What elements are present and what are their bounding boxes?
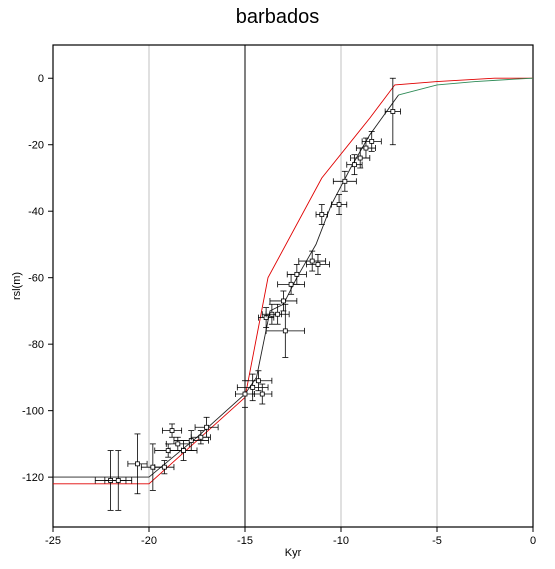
y-axis-label: rsl(m) (11, 272, 23, 300)
data-point (357, 155, 363, 161)
data-point (275, 311, 281, 317)
y-tick-label: -80 (28, 339, 44, 351)
y-tick-label: -100 (22, 406, 44, 418)
y-tick-label: 0 (38, 73, 44, 85)
data-point (309, 258, 315, 264)
data-point (319, 212, 325, 217)
data-point (135, 461, 140, 467)
x-tick-label: -20 (141, 535, 157, 547)
data-point (242, 391, 248, 397)
plot-frame (52, 44, 534, 528)
data-point (342, 178, 348, 184)
y-tick-label: -40 (28, 206, 44, 218)
chart-title: barbados (235, 6, 320, 28)
data-point (369, 138, 375, 144)
data-point (363, 145, 369, 151)
data-point (250, 384, 256, 390)
data-point (352, 162, 357, 168)
y-tick-label: -120 (22, 472, 44, 484)
data-point (115, 478, 121, 483)
data-point (390, 109, 396, 114)
x-axis-label: Kyr (285, 547, 302, 559)
data-point (204, 424, 210, 430)
data-point (181, 448, 186, 453)
data-point (280, 298, 286, 304)
data-point (282, 328, 288, 334)
series-line (53, 94, 399, 478)
x-tick-label: -5 (432, 535, 442, 547)
data-point (161, 464, 167, 470)
series-line (398, 77, 534, 96)
x-tick-label: 0 (530, 535, 536, 547)
data-point (165, 448, 171, 453)
data-point (256, 378, 261, 384)
data-point (288, 281, 294, 287)
data-point (294, 271, 300, 277)
x-tick-label: -25 (45, 535, 61, 547)
data-point (259, 391, 265, 397)
y-tick-label: -20 (28, 140, 44, 152)
y-tick-label: -60 (28, 273, 44, 285)
data-point (336, 202, 342, 207)
data-point (315, 261, 321, 267)
data-point (150, 464, 156, 470)
data-point (175, 441, 181, 447)
data-point (198, 434, 204, 440)
series-line (53, 77, 533, 485)
data-point (169, 428, 175, 434)
x-tick-label: -15 (237, 535, 253, 547)
x-tick-label: -10 (333, 535, 349, 547)
